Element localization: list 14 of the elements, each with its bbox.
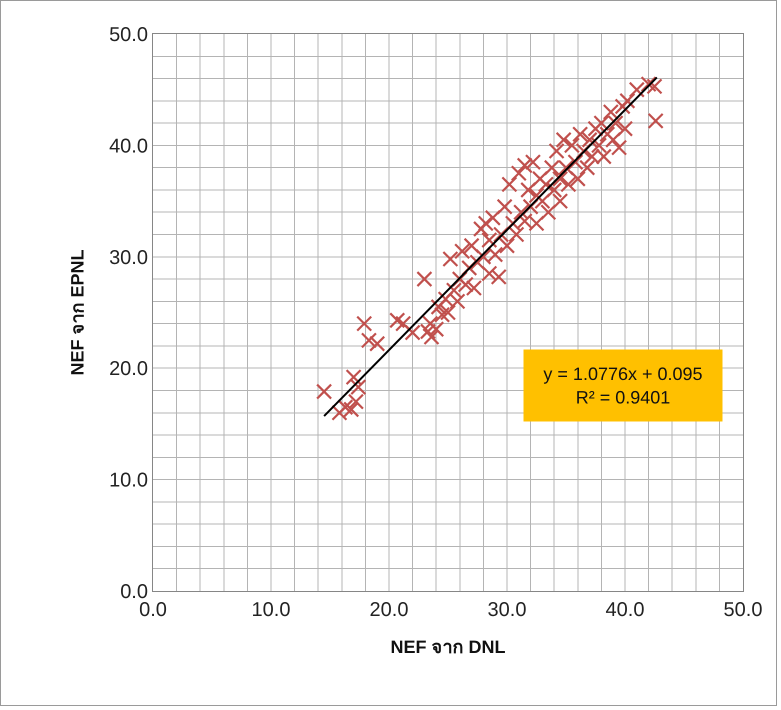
- x-tick-label: 50.0: [724, 599, 762, 621]
- x-tick-label: 20.0: [370, 599, 408, 621]
- y-tick-label: 20.0: [109, 358, 148, 380]
- x-tick-label: 10.0: [252, 599, 290, 621]
- annotation: y = 1.0776x + 0.095: [543, 364, 703, 384]
- y-tick-label: 10.0: [109, 470, 148, 492]
- annotation: R² = 0.9401: [576, 387, 670, 408]
- x-tick-label: 40.0: [606, 599, 644, 621]
- y-tick-label: 50.0: [109, 24, 148, 46]
- x-axis-title: NEF จาก DNL: [390, 637, 506, 658]
- y-axis-title: NEF จาก EPNL: [67, 249, 88, 376]
- y-tick-label: 40.0: [109, 135, 148, 158]
- y-tick-label: 30.0: [109, 246, 148, 269]
- x-tick-label: 30.0: [488, 599, 526, 621]
